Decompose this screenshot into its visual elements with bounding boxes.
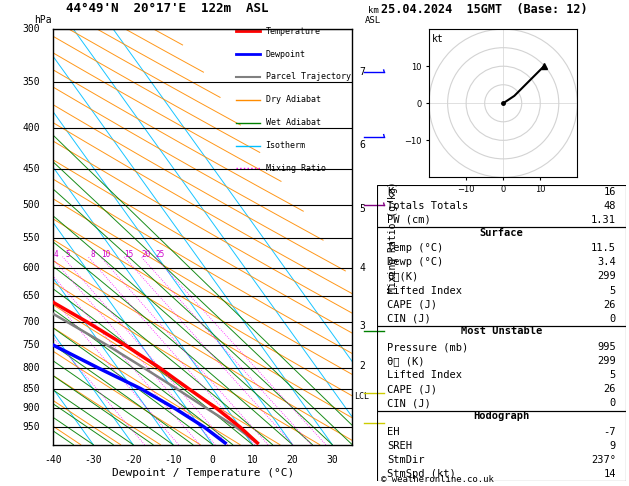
Text: 5: 5 xyxy=(65,250,70,259)
Text: 600: 600 xyxy=(23,263,40,274)
Text: -30: -30 xyxy=(84,455,102,465)
Text: 850: 850 xyxy=(23,383,40,394)
Text: Totals Totals: Totals Totals xyxy=(387,201,469,211)
Text: 400: 400 xyxy=(23,123,40,134)
Text: 26: 26 xyxy=(603,384,616,394)
Text: 995: 995 xyxy=(597,342,616,352)
Text: 2: 2 xyxy=(360,361,365,370)
Text: 750: 750 xyxy=(23,340,40,350)
Text: Surface: Surface xyxy=(480,227,523,238)
Text: -7: -7 xyxy=(603,427,616,437)
Text: 14: 14 xyxy=(603,469,616,479)
Text: Most Unstable: Most Unstable xyxy=(461,327,542,336)
Text: SREH: SREH xyxy=(387,441,413,451)
Text: 11.5: 11.5 xyxy=(591,243,616,253)
Text: Dry Adiabat: Dry Adiabat xyxy=(265,95,321,104)
Text: Lifted Index: Lifted Index xyxy=(387,286,462,295)
Text: 299: 299 xyxy=(597,272,616,281)
Text: 4: 4 xyxy=(360,263,365,274)
Text: θᴇ (K): θᴇ (K) xyxy=(387,356,425,366)
Bar xyxy=(377,411,626,481)
Text: Mixing Ratio (g/kg): Mixing Ratio (g/kg) xyxy=(388,181,398,293)
Text: 550: 550 xyxy=(23,233,40,243)
Text: 1.31: 1.31 xyxy=(591,215,616,225)
Bar xyxy=(377,185,626,227)
Bar xyxy=(377,227,626,326)
Text: kt: kt xyxy=(432,34,444,44)
Text: 0: 0 xyxy=(210,455,216,465)
Text: 500: 500 xyxy=(23,200,40,210)
Text: 10: 10 xyxy=(101,250,110,259)
Text: 6: 6 xyxy=(360,140,365,150)
Text: 5: 5 xyxy=(360,204,365,214)
Text: 16: 16 xyxy=(603,187,616,197)
Text: 450: 450 xyxy=(23,164,40,174)
Text: hPa: hPa xyxy=(34,15,52,25)
Text: Temp (°C): Temp (°C) xyxy=(387,243,443,253)
Text: 8: 8 xyxy=(91,250,96,259)
Text: Hodograph: Hodograph xyxy=(474,411,530,421)
Text: 0: 0 xyxy=(610,314,616,324)
Text: 20: 20 xyxy=(287,455,298,465)
Text: 9: 9 xyxy=(610,441,616,451)
Text: 950: 950 xyxy=(23,422,40,432)
Text: Temperature: Temperature xyxy=(265,27,321,36)
Text: 30: 30 xyxy=(326,455,338,465)
Text: -10: -10 xyxy=(164,455,182,465)
Text: 25.04.2024  15GMT  (Base: 12): 25.04.2024 15GMT (Base: 12) xyxy=(381,3,587,16)
Text: Isotherm: Isotherm xyxy=(265,141,306,150)
Text: Wet Adiabat: Wet Adiabat xyxy=(265,118,321,127)
Text: -40: -40 xyxy=(45,455,62,465)
Text: θᴇ(K): θᴇ(K) xyxy=(387,272,418,281)
Text: StmDir: StmDir xyxy=(387,455,425,465)
Text: © weatheronline.co.uk: © weatheronline.co.uk xyxy=(381,474,493,484)
Text: CIN (J): CIN (J) xyxy=(387,314,431,324)
Text: 3.4: 3.4 xyxy=(597,257,616,267)
Text: K: K xyxy=(387,187,394,197)
Text: 44°49'N  20°17'E  122m  ASL: 44°49'N 20°17'E 122m ASL xyxy=(66,1,268,15)
Text: 650: 650 xyxy=(23,291,40,301)
Text: 48: 48 xyxy=(603,201,616,211)
Text: 350: 350 xyxy=(23,77,40,87)
Text: PW (cm): PW (cm) xyxy=(387,215,431,225)
Text: Mixing Ratio: Mixing Ratio xyxy=(265,164,326,173)
Text: Parcel Trajectory: Parcel Trajectory xyxy=(265,72,350,82)
Text: 300: 300 xyxy=(23,24,40,34)
Text: 3: 3 xyxy=(360,321,365,331)
Bar xyxy=(377,326,626,411)
Text: EH: EH xyxy=(387,427,400,437)
Text: 5: 5 xyxy=(610,370,616,380)
Text: 26: 26 xyxy=(603,300,616,310)
Text: km
ASL: km ASL xyxy=(365,6,381,25)
Text: Lifted Index: Lifted Index xyxy=(387,370,462,380)
Text: 7: 7 xyxy=(360,68,365,77)
Text: CAPE (J): CAPE (J) xyxy=(387,300,437,310)
Text: 0: 0 xyxy=(610,399,616,409)
Text: 700: 700 xyxy=(23,316,40,327)
Text: Dewpoint: Dewpoint xyxy=(265,50,306,59)
Text: Dewpoint / Temperature (°C): Dewpoint / Temperature (°C) xyxy=(112,468,294,478)
Text: Dewp (°C): Dewp (°C) xyxy=(387,257,443,267)
Text: 237°: 237° xyxy=(591,455,616,465)
Text: 25: 25 xyxy=(155,250,165,259)
Text: -20: -20 xyxy=(125,455,142,465)
Text: 900: 900 xyxy=(23,403,40,413)
Text: 5: 5 xyxy=(610,286,616,295)
Text: 299: 299 xyxy=(597,356,616,366)
Text: 15: 15 xyxy=(125,250,134,259)
Text: 20: 20 xyxy=(142,250,151,259)
Text: CAPE (J): CAPE (J) xyxy=(387,384,437,394)
Text: StmSpd (kt): StmSpd (kt) xyxy=(387,469,456,479)
Text: 800: 800 xyxy=(23,363,40,373)
Text: Pressure (mb): Pressure (mb) xyxy=(387,342,469,352)
Text: 4: 4 xyxy=(53,250,58,259)
Text: 10: 10 xyxy=(247,455,259,465)
Text: CIN (J): CIN (J) xyxy=(387,399,431,409)
Text: LCL: LCL xyxy=(353,392,369,401)
